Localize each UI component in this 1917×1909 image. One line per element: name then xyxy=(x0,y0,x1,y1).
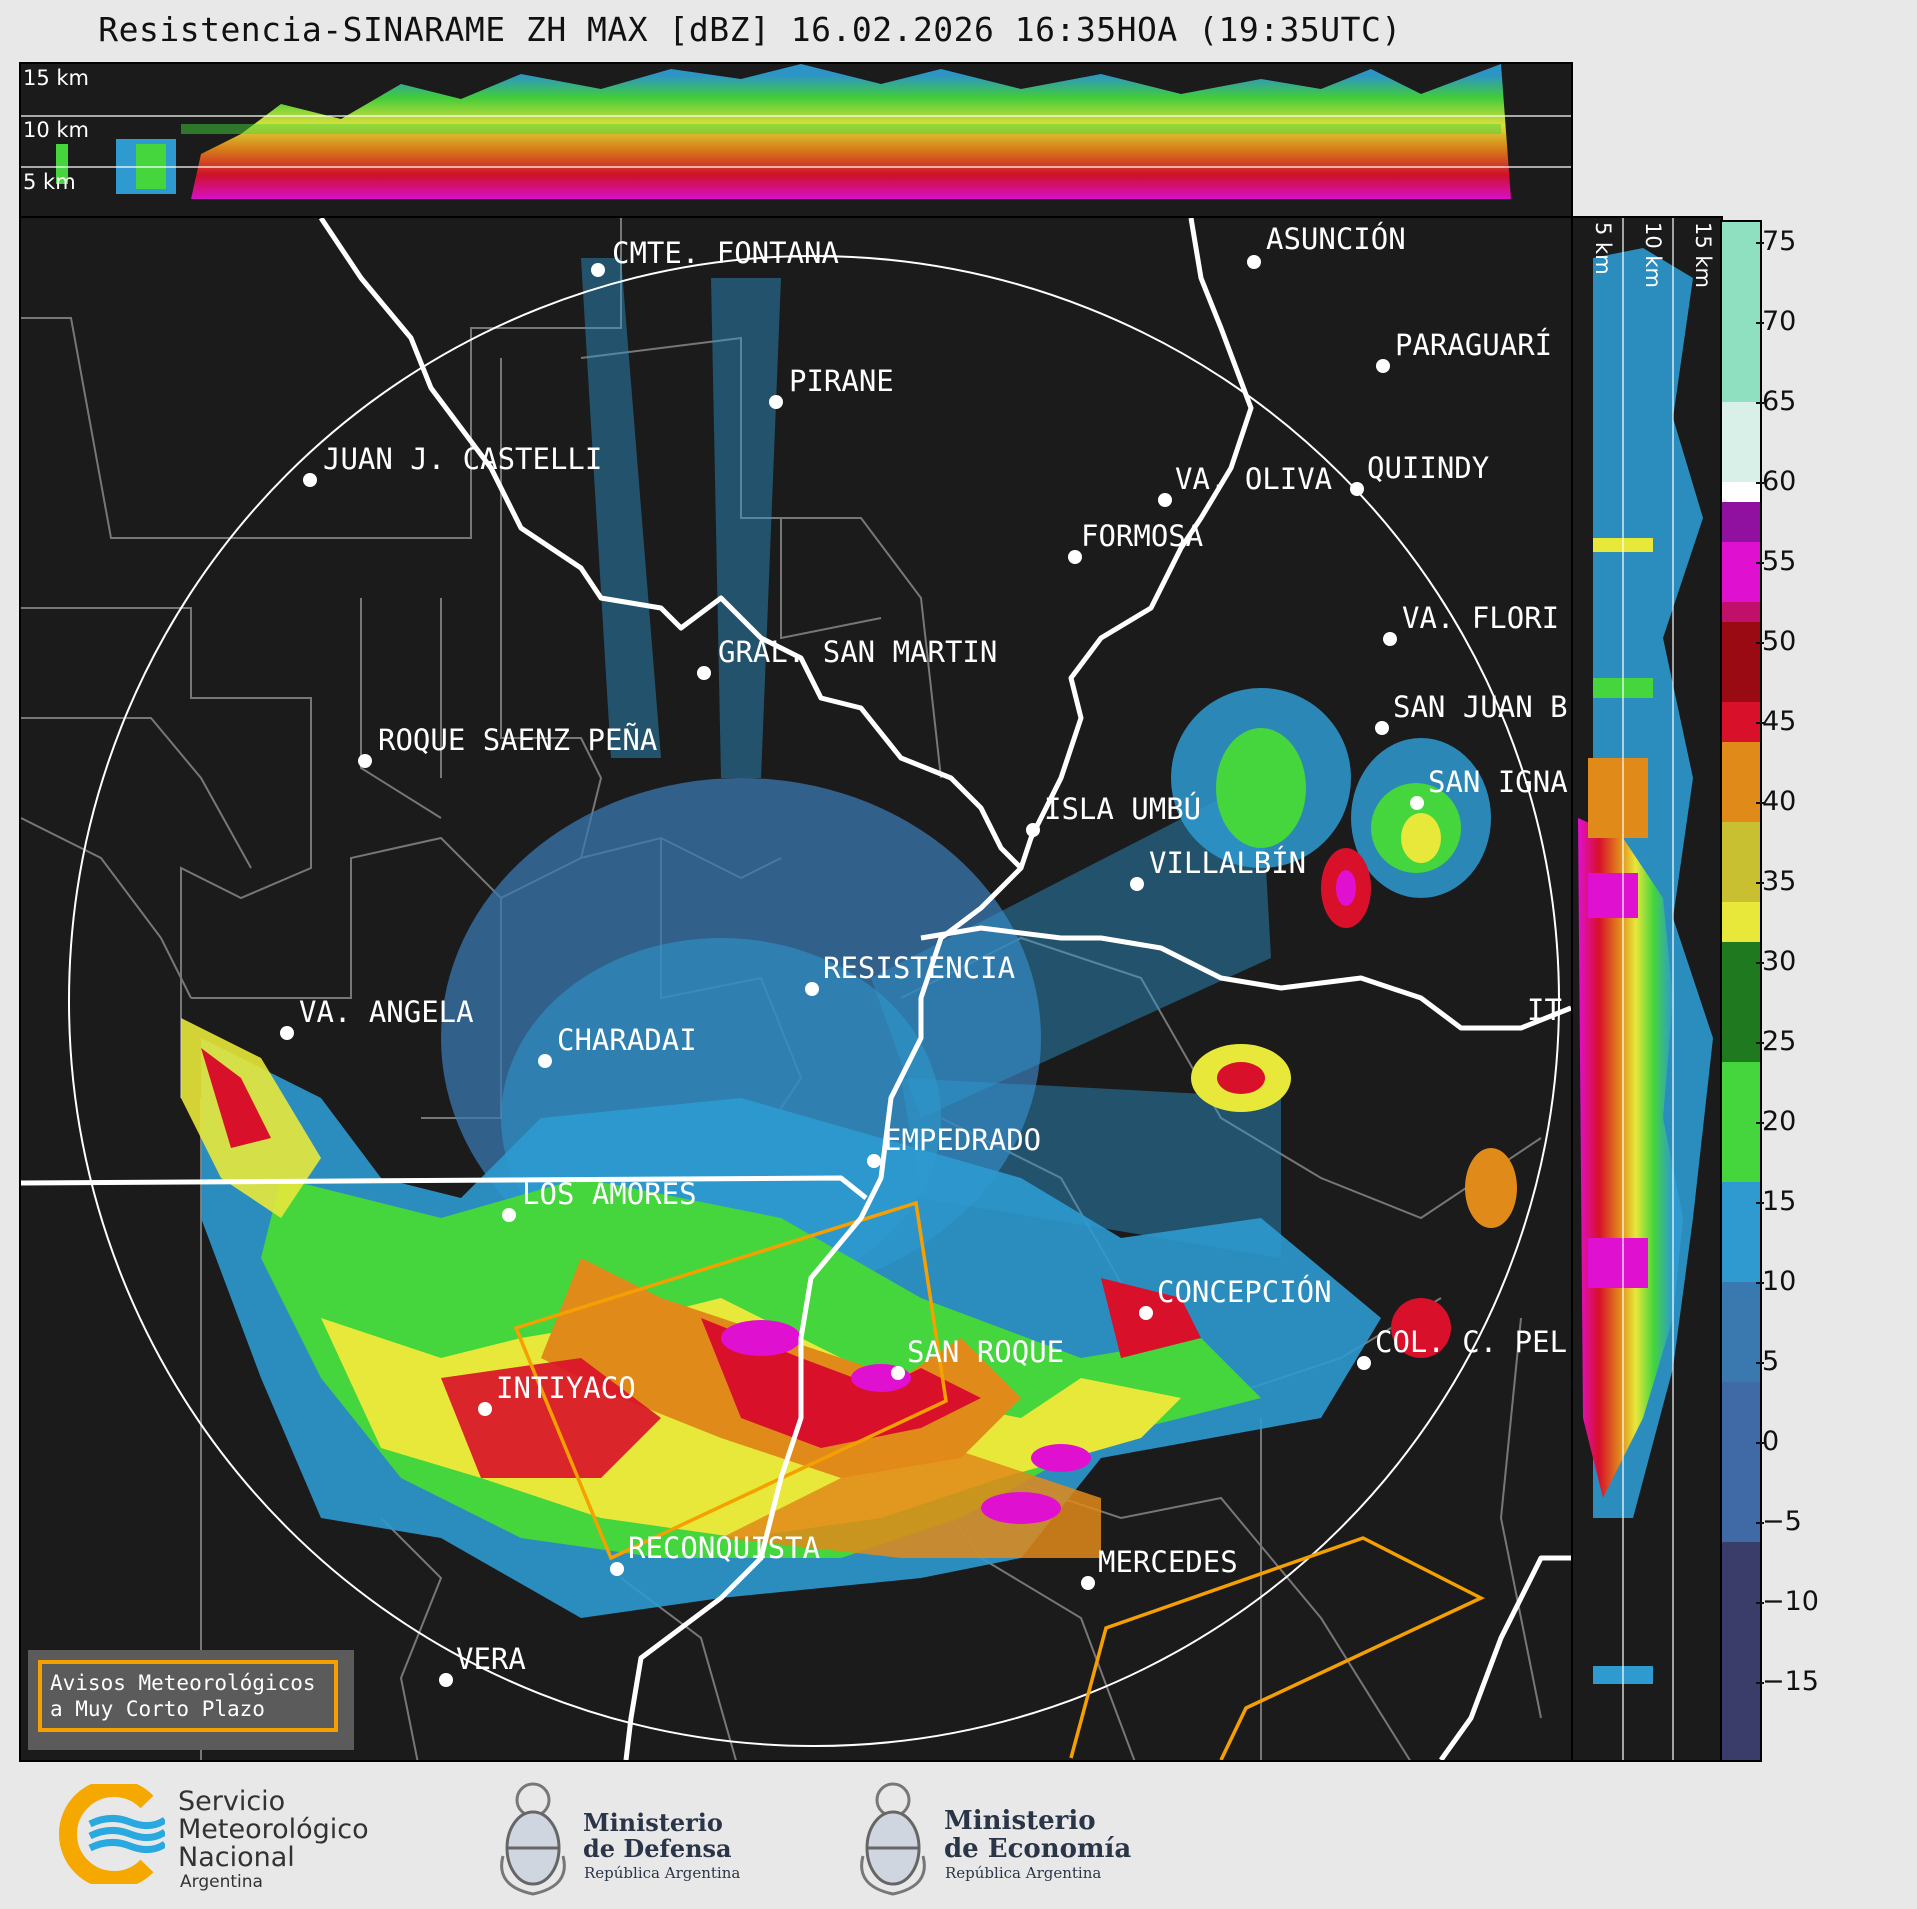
tick-65: 65 xyxy=(1755,386,1797,417)
tick-0: 0 xyxy=(1755,1426,1780,1457)
colorbar xyxy=(1720,220,1762,1762)
aviso-box[interactable]: Avisos Meteorológicos a Muy Corto Plazo xyxy=(28,1650,354,1750)
top-height-label-5: 5 km xyxy=(23,170,76,194)
defensa-sub: República Argentina xyxy=(584,1864,741,1882)
tick-70: 70 xyxy=(1755,306,1797,337)
tick-15: 15 xyxy=(1755,1186,1797,1217)
smn-line3: Nacional xyxy=(178,1842,295,1873)
tick-minus-5: −5 xyxy=(1756,1506,1802,1537)
tick-25: 25 xyxy=(1755,1026,1797,1057)
tick-20: 20 xyxy=(1755,1106,1797,1137)
smn-logo-icon xyxy=(59,1784,165,1884)
smn-line2: Meteorológico xyxy=(178,1814,369,1845)
smn-line4: Argentina xyxy=(180,1872,263,1892)
defensa-line2: de Defensa xyxy=(583,1834,732,1863)
top-cross-section-svg xyxy=(21,64,1571,199)
colorbar-ticks: 75 70 65 60 55 50 45 40 35 30 25 20 15 1… xyxy=(1755,0,1912,1909)
range-ring xyxy=(68,255,1560,1747)
side-cross-section-svg xyxy=(1578,218,1713,1760)
side-height-label-15: 15 km xyxy=(1691,222,1715,289)
side-height-label-5: 5 km xyxy=(1591,222,1615,275)
coat-of-arms-icon xyxy=(500,1782,566,1896)
top-cross-section-panel: 15 km 10 km 5 km xyxy=(19,62,1573,218)
aviso-line2: a Muy Corto Plazo xyxy=(50,1697,265,1721)
radar-map-svg xyxy=(21,218,1571,1760)
tick-minus-15: −15 xyxy=(1756,1666,1819,1697)
radar-map-panel[interactable]: CMTE. FONTANA ASUNCIÓN PARAGUARÍ PIRANE … xyxy=(19,216,1573,1762)
page-title: Resistencia-SINARAME ZH MAX [dBZ] 16.02.… xyxy=(98,10,1402,49)
top-height-label-10: 10 km xyxy=(23,118,90,142)
footer-logos: Servicio Meteorológico Nacional Argentin… xyxy=(0,1762,1917,1909)
tick-40: 40 xyxy=(1755,786,1797,817)
aviso-frame[interactable]: Avisos Meteorológicos a Muy Corto Plazo xyxy=(38,1660,338,1732)
tick-10: 10 xyxy=(1755,1266,1797,1297)
economia-line2: de Economía xyxy=(944,1834,1132,1864)
radar-echo-field xyxy=(181,258,1517,1618)
tick-35: 35 xyxy=(1755,866,1797,897)
top-height-label-15: 15 km xyxy=(23,66,90,90)
tick-45: 45 xyxy=(1755,706,1797,737)
rivers-borders xyxy=(21,218,1571,1760)
tick-75: 75 xyxy=(1755,226,1797,257)
tick-5: 5 xyxy=(1755,1346,1780,1377)
side-cross-section-panel: 5 km 10 km 15 km xyxy=(1571,216,1723,1762)
defensa-line1: Ministerio xyxy=(583,1808,723,1837)
tick-50: 50 xyxy=(1755,626,1797,657)
tick-30: 30 xyxy=(1755,946,1797,977)
tick-60: 60 xyxy=(1755,466,1797,497)
smn-line1: Servicio xyxy=(178,1786,286,1817)
aviso-line1: Avisos Meteorológicos xyxy=(50,1671,316,1695)
economia-line1: Ministerio xyxy=(944,1806,1096,1836)
coat-of-arms-icon xyxy=(860,1782,926,1896)
economia-sub: República Argentina xyxy=(945,1864,1102,1882)
tick-minus-10: −10 xyxy=(1756,1586,1819,1617)
side-height-label-10: 10 km xyxy=(1641,222,1665,289)
warning-polygons[interactable] xyxy=(513,1200,1485,1760)
tick-55: 55 xyxy=(1755,546,1797,577)
colorbar-svg xyxy=(1722,222,1760,1760)
